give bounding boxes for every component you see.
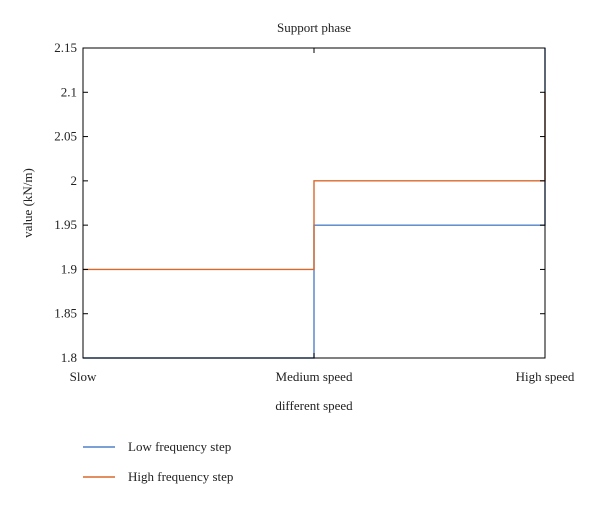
y-axis-label: value (kN/m): [20, 168, 35, 238]
series-line-2: [83, 92, 546, 271]
legend: Low frequency step High frequency step: [83, 439, 233, 484]
x-tick-label: High speed: [516, 369, 575, 384]
y-tick-label: 2: [71, 173, 78, 188]
x-tick-label: Slow: [70, 369, 97, 384]
y-tick-label: 2.15: [54, 40, 77, 55]
legend-label: High frequency step: [128, 469, 233, 484]
y-tick-label: 1.85: [54, 306, 77, 321]
y-tick-label: 1.8: [61, 350, 77, 365]
chart-title: Support phase: [277, 20, 351, 35]
legend-label: Low frequency step: [128, 439, 231, 454]
series-layer: [83, 48, 546, 359]
y-tick-label: 1.9: [61, 261, 77, 276]
y-axis: 1.8 1.85 1.9 1.95 2 2.05 2.1 2.15: [54, 40, 545, 365]
x-axis: Slow Medium speed High speed: [70, 48, 575, 384]
x-axis-label: different speed: [275, 398, 353, 413]
y-tick-label: 1.95: [54, 217, 77, 232]
y-tick-label: 2.1: [61, 84, 77, 99]
y-tick-label: 2.05: [54, 129, 77, 144]
x-tick-label: Medium speed: [276, 369, 353, 384]
